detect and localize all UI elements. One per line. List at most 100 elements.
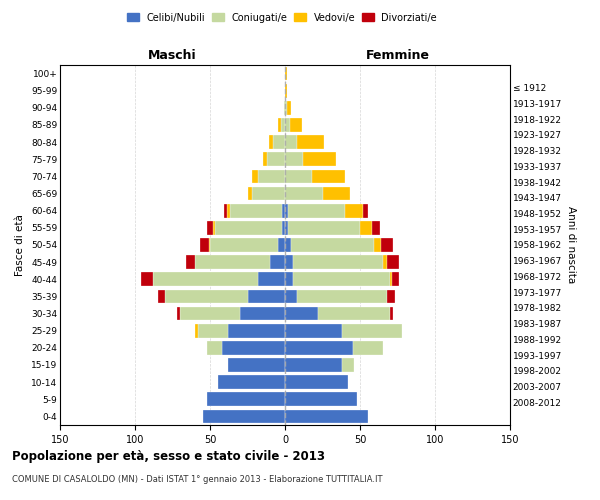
Bar [363, 204, 367, 218]
Bar [323, 186, 349, 200]
Bar [297, 136, 324, 149]
Bar [285, 238, 291, 252]
Bar [222, 341, 285, 354]
Bar [285, 152, 303, 166]
Bar [285, 186, 323, 200]
Bar [353, 341, 383, 354]
Bar [387, 290, 395, 304]
Bar [227, 204, 229, 218]
Bar [288, 204, 345, 218]
Bar [180, 306, 240, 320]
Bar [285, 410, 367, 424]
Bar [342, 324, 402, 338]
Bar [195, 256, 270, 269]
Bar [390, 306, 393, 320]
Bar [285, 136, 297, 149]
Bar [229, 204, 282, 218]
Bar [312, 170, 345, 183]
Bar [215, 221, 282, 234]
Bar [383, 256, 387, 269]
Bar [282, 204, 285, 218]
Bar [285, 392, 357, 406]
Bar [240, 306, 285, 320]
Bar [195, 324, 198, 338]
Bar [228, 324, 285, 338]
Bar [285, 204, 288, 218]
Bar [209, 238, 210, 252]
Bar [285, 272, 293, 286]
Bar [345, 204, 363, 218]
Bar [198, 324, 228, 338]
Text: Femmine: Femmine [365, 48, 430, 62]
Bar [285, 306, 318, 320]
Bar [252, 170, 258, 183]
Bar [252, 186, 285, 200]
Text: Popolazione per età, sesso e stato civile - 2013: Popolazione per età, sesso e stato civil… [12, 450, 325, 463]
Bar [390, 272, 392, 286]
Bar [263, 152, 267, 166]
Bar [282, 221, 285, 234]
Bar [277, 118, 281, 132]
Bar [392, 272, 399, 286]
Bar [381, 238, 393, 252]
Bar [218, 376, 285, 389]
Bar [293, 272, 390, 286]
Bar [303, 152, 336, 166]
Y-axis label: Fasce di età: Fasce di età [16, 214, 25, 276]
Bar [285, 221, 288, 234]
Bar [297, 290, 387, 304]
Bar [199, 238, 209, 252]
Bar [285, 290, 297, 304]
Bar [281, 118, 285, 132]
Bar [228, 358, 285, 372]
Bar [153, 272, 258, 286]
Bar [288, 221, 360, 234]
Bar [207, 392, 285, 406]
Bar [277, 238, 285, 252]
Bar [285, 118, 290, 132]
Bar [387, 256, 399, 269]
Bar [165, 290, 248, 304]
Bar [270, 256, 285, 269]
Bar [248, 290, 285, 304]
Bar [207, 341, 222, 354]
Bar [284, 101, 285, 114]
Bar [186, 256, 195, 269]
Bar [248, 186, 252, 200]
Bar [157, 290, 165, 304]
Bar [318, 306, 390, 320]
Bar [203, 410, 285, 424]
Bar [285, 256, 293, 269]
Bar [373, 238, 381, 252]
Bar [258, 170, 285, 183]
Bar [287, 101, 291, 114]
Bar [285, 324, 342, 338]
Bar [290, 118, 302, 132]
Bar [360, 221, 372, 234]
Bar [223, 204, 227, 218]
Y-axis label: Anni di nascita: Anni di nascita [566, 206, 576, 284]
Bar [293, 256, 383, 269]
Bar [285, 376, 348, 389]
Bar [141, 272, 153, 286]
Bar [285, 170, 312, 183]
Bar [342, 358, 354, 372]
Bar [267, 152, 285, 166]
Bar [258, 272, 285, 286]
Bar [177, 306, 180, 320]
Bar [210, 238, 277, 252]
Bar [285, 66, 287, 80]
Bar [207, 221, 213, 234]
Text: Maschi: Maschi [148, 48, 197, 62]
Bar [285, 101, 287, 114]
Bar [285, 358, 342, 372]
Bar [291, 238, 373, 252]
Bar [273, 136, 285, 149]
Bar [269, 136, 273, 149]
Bar [213, 221, 215, 234]
Text: COMUNE DI CASALOLDO (MN) - Dati ISTAT 1° gennaio 2013 - Elaborazione TUTTITALIA.: COMUNE DI CASALOLDO (MN) - Dati ISTAT 1°… [12, 475, 383, 484]
Bar [372, 221, 380, 234]
Bar [285, 341, 353, 354]
Legend: Celibi/Nubili, Coniugati/e, Vedovi/e, Divorziati/e: Celibi/Nubili, Coniugati/e, Vedovi/e, Di… [124, 10, 440, 26]
Bar [285, 84, 287, 98]
